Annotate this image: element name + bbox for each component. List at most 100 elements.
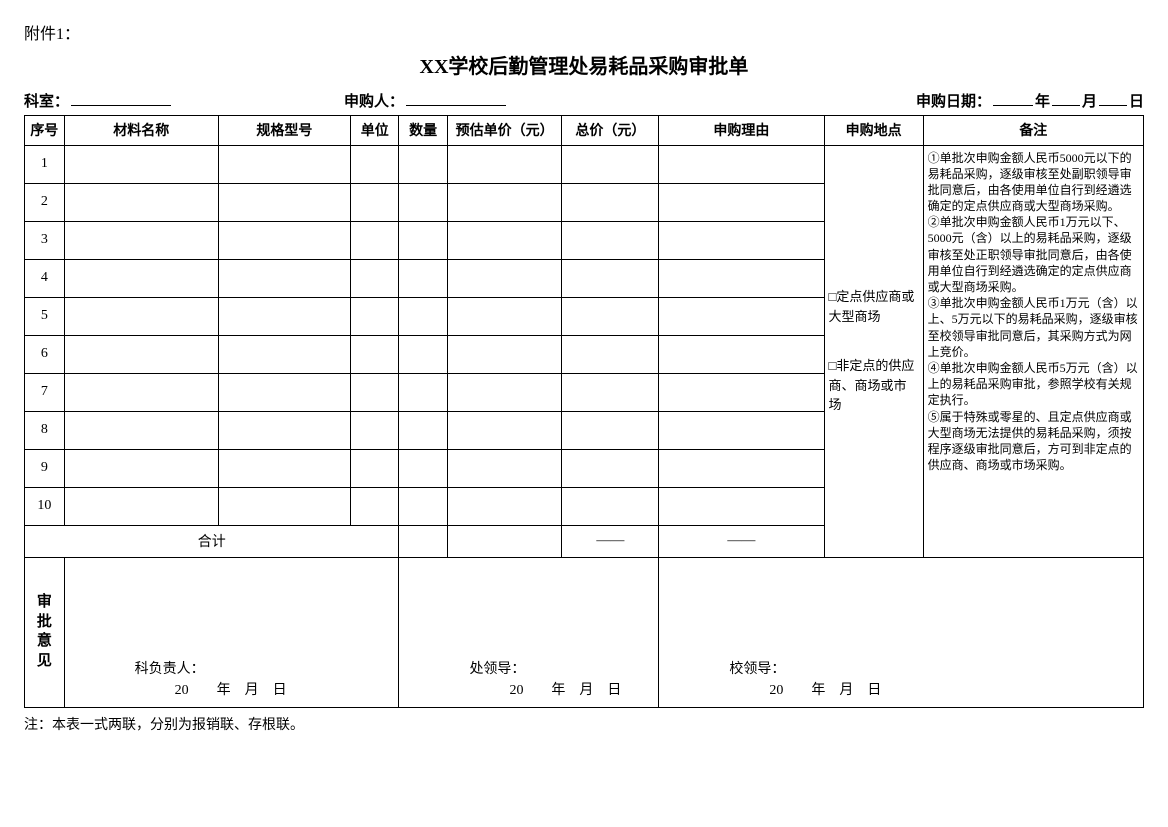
cell-input[interactable] <box>659 335 824 373</box>
cell-input[interactable] <box>659 259 824 297</box>
month-input-line[interactable] <box>1052 89 1080 106</box>
col-reason: 申购理由 <box>659 115 824 145</box>
cell-input[interactable] <box>64 373 218 411</box>
col-unit: 单位 <box>350 115 398 145</box>
cell-input[interactable] <box>659 221 824 259</box>
cell-input[interactable] <box>64 297 218 335</box>
cell-input[interactable] <box>659 449 824 487</box>
cell-input[interactable] <box>447 297 562 335</box>
day-unit: 日 <box>1129 90 1144 111</box>
cell-input[interactable] <box>64 411 218 449</box>
cell-input[interactable] <box>64 145 218 183</box>
col-seq: 序号 <box>25 115 65 145</box>
cell-input[interactable] <box>399 411 447 449</box>
cell-input[interactable] <box>659 183 824 221</box>
sum-total: —— <box>562 525 659 557</box>
cell-input[interactable] <box>562 259 659 297</box>
cell-seq: 8 <box>25 411 65 449</box>
notes-cell: ①单批次申购金额人民币5000元以下的易耗品采购，逐级审核至处副职领导审批同意后… <box>923 145 1143 557</box>
cell-input[interactable] <box>218 449 350 487</box>
cell-input[interactable] <box>218 145 350 183</box>
year-input-line[interactable] <box>993 89 1033 106</box>
cell-input[interactable] <box>218 335 350 373</box>
approval-row: 审批意见科负责人：20 年 月 日处领导：20 年 月 日校领导：20 年 月 … <box>25 557 1144 707</box>
cell-input[interactable] <box>350 487 398 525</box>
cell-input[interactable] <box>562 411 659 449</box>
day-input-line[interactable] <box>1099 89 1127 106</box>
applicant-label: 申购人： <box>344 90 404 111</box>
cell-input[interactable] <box>218 297 350 335</box>
cell-input[interactable] <box>447 259 562 297</box>
cell-input[interactable] <box>562 145 659 183</box>
cell-input[interactable] <box>562 297 659 335</box>
cell-input[interactable] <box>562 449 659 487</box>
cell-input[interactable] <box>64 487 218 525</box>
signature-cell[interactable]: 校领导：20 年 月 日 <box>659 557 1144 707</box>
cell-input[interactable] <box>399 373 447 411</box>
cell-input[interactable] <box>399 145 447 183</box>
cell-input[interactable] <box>218 221 350 259</box>
cell-input[interactable] <box>350 297 398 335</box>
col-location: 申购地点 <box>824 115 923 145</box>
cell-input[interactable] <box>399 449 447 487</box>
cell-input[interactable] <box>399 259 447 297</box>
sum-qty <box>399 525 447 557</box>
cell-input[interactable] <box>447 335 562 373</box>
cell-input[interactable] <box>350 145 398 183</box>
col-spec: 规格型号 <box>218 115 350 145</box>
applicant-input-line[interactable] <box>406 89 506 106</box>
cell-input[interactable] <box>447 373 562 411</box>
cell-input[interactable] <box>562 373 659 411</box>
signature-cell[interactable]: 科负责人：20 年 月 日 <box>64 557 399 707</box>
cell-input[interactable] <box>399 221 447 259</box>
cell-input[interactable] <box>659 487 824 525</box>
cell-input[interactable] <box>447 145 562 183</box>
year-unit: 年 <box>1035 90 1050 111</box>
cell-seq: 3 <box>25 221 65 259</box>
cell-input[interactable] <box>350 221 398 259</box>
cell-input[interactable] <box>64 449 218 487</box>
cell-input[interactable] <box>562 487 659 525</box>
cell-input[interactable] <box>447 411 562 449</box>
cell-input[interactable] <box>399 487 447 525</box>
cell-input[interactable] <box>399 183 447 221</box>
cell-input[interactable] <box>218 487 350 525</box>
cell-input[interactable] <box>350 373 398 411</box>
cell-input[interactable] <box>447 487 562 525</box>
cell-input[interactable] <box>562 221 659 259</box>
cell-input[interactable] <box>399 335 447 373</box>
cell-input[interactable] <box>562 183 659 221</box>
cell-input[interactable] <box>659 373 824 411</box>
cell-input[interactable] <box>64 259 218 297</box>
footer-note: 注：本表一式两联，分别为报销联、存根联。 <box>24 714 1144 734</box>
cell-input[interactable] <box>64 183 218 221</box>
cell-input[interactable] <box>218 373 350 411</box>
cell-seq: 9 <box>25 449 65 487</box>
cell-input[interactable] <box>447 183 562 221</box>
cell-input[interactable] <box>350 259 398 297</box>
table-header-row: 序号 材料名称 规格型号 单位 数量 预估单价（元） 总价（元） 申购理由 申购… <box>25 115 1144 145</box>
cell-input[interactable] <box>218 183 350 221</box>
dept-input-line[interactable] <box>71 89 171 106</box>
cell-input[interactable] <box>350 411 398 449</box>
cell-input[interactable] <box>218 411 350 449</box>
cell-input[interactable] <box>350 449 398 487</box>
cell-seq: 6 <box>25 335 65 373</box>
cell-seq: 4 <box>25 259 65 297</box>
cell-input[interactable] <box>562 335 659 373</box>
cell-input[interactable] <box>64 221 218 259</box>
signature-cell[interactable]: 处领导：20 年 月 日 <box>399 557 659 707</box>
cell-input[interactable] <box>350 335 398 373</box>
cell-input[interactable] <box>659 297 824 335</box>
cell-input[interactable] <box>64 335 218 373</box>
location-options-cell[interactable]: □定点供应商或大型商场□非定点的供应商、商场或市场 <box>824 145 923 557</box>
cell-input[interactable] <box>659 145 824 183</box>
sum-label: 合计 <box>25 525 399 557</box>
cell-input[interactable] <box>350 183 398 221</box>
cell-input[interactable] <box>447 449 562 487</box>
cell-input[interactable] <box>659 411 824 449</box>
cell-input[interactable] <box>399 297 447 335</box>
cell-input[interactable] <box>447 221 562 259</box>
col-price: 预估单价（元） <box>447 115 562 145</box>
cell-input[interactable] <box>218 259 350 297</box>
